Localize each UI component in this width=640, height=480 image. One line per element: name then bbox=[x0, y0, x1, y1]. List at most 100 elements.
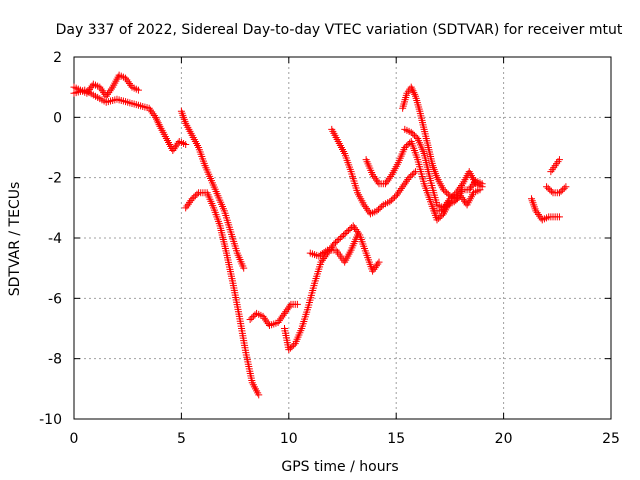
series-track-o bbox=[547, 156, 563, 176]
data-point-marker bbox=[320, 255, 328, 263]
data-point-marker bbox=[193, 190, 201, 198]
data-point-marker bbox=[532, 207, 540, 215]
data-point-marker bbox=[408, 85, 416, 93]
series-track-a bbox=[70, 71, 142, 100]
data-point-marker bbox=[407, 83, 415, 91]
data-point-marker bbox=[361, 203, 369, 211]
data-point-marker bbox=[354, 229, 362, 237]
data-point-marker bbox=[155, 121, 163, 129]
data-point-marker bbox=[435, 214, 443, 222]
data-point-marker bbox=[441, 204, 449, 212]
data-markers bbox=[70, 71, 570, 399]
data-point-marker bbox=[451, 190, 459, 198]
data-point-marker bbox=[183, 202, 191, 210]
data-point-marker bbox=[354, 231, 362, 239]
data-point-marker bbox=[560, 184, 568, 192]
data-point-marker bbox=[370, 265, 378, 273]
data-point-marker bbox=[410, 131, 418, 139]
data-point-marker bbox=[439, 205, 447, 213]
data-point-marker bbox=[407, 172, 415, 180]
data-point-marker bbox=[87, 84, 95, 92]
y-tick-label: -2 bbox=[48, 171, 62, 187]
x-tick-labels: 0 5 10 15 20 25 bbox=[70, 431, 620, 447]
data-point-marker bbox=[400, 181, 408, 189]
data-point-marker bbox=[401, 179, 409, 187]
data-point-marker bbox=[375, 258, 383, 266]
data-point-marker bbox=[559, 186, 567, 194]
data-point-marker bbox=[146, 106, 154, 114]
data-point-marker bbox=[407, 128, 415, 136]
data-point-marker bbox=[457, 182, 465, 190]
data-point-marker bbox=[338, 232, 346, 240]
data-point-marker bbox=[96, 83, 104, 91]
data-point-marker bbox=[278, 313, 286, 321]
data-point-marker bbox=[154, 119, 162, 127]
data-point-marker bbox=[411, 90, 419, 98]
data-point-marker bbox=[340, 231, 348, 239]
data-point-marker bbox=[402, 142, 410, 150]
data-point-marker bbox=[437, 207, 445, 215]
data-point-marker bbox=[372, 176, 380, 184]
data-point-marker bbox=[285, 346, 293, 354]
x-tick-label: 15 bbox=[387, 431, 405, 447]
x-axis-label: GPS time / hours bbox=[281, 459, 398, 475]
data-point-marker bbox=[123, 76, 131, 84]
data-point-marker bbox=[152, 113, 160, 121]
data-point-marker bbox=[279, 311, 287, 319]
data-point-marker bbox=[370, 172, 378, 180]
data-point-marker bbox=[343, 228, 351, 236]
data-point-marker bbox=[409, 87, 417, 95]
data-point-marker bbox=[562, 183, 570, 191]
data-point-marker bbox=[281, 309, 289, 317]
series-track-f bbox=[281, 222, 383, 354]
y-tick-label: -10 bbox=[39, 412, 62, 428]
data-point-marker bbox=[97, 85, 105, 93]
data-point-marker bbox=[249, 312, 257, 320]
data-point-marker bbox=[444, 190, 452, 198]
data-point-marker bbox=[454, 187, 462, 195]
data-point-marker bbox=[443, 189, 451, 197]
data-point-marker bbox=[376, 204, 384, 212]
data-point-marker bbox=[188, 195, 196, 203]
data-point-marker bbox=[341, 229, 349, 237]
data-point-marker bbox=[533, 209, 541, 217]
data-point-marker bbox=[397, 185, 405, 193]
y-tick-labels: -10 -8 -6 -4 -2 0 2 bbox=[39, 50, 62, 428]
data-point-marker bbox=[369, 171, 377, 179]
data-point-marker bbox=[555, 213, 563, 221]
data-point-marker bbox=[286, 302, 294, 310]
series-track-c bbox=[177, 107, 248, 272]
data-point-marker bbox=[452, 189, 460, 197]
data-point-marker bbox=[186, 198, 194, 206]
data-point-marker bbox=[557, 187, 565, 195]
data-point-marker bbox=[384, 176, 392, 184]
data-point-marker bbox=[547, 187, 555, 195]
data-point-marker bbox=[332, 239, 340, 247]
data-point-marker bbox=[385, 174, 393, 182]
data-point-marker bbox=[467, 184, 475, 192]
data-point-marker bbox=[262, 316, 270, 324]
data-point-marker bbox=[401, 144, 409, 151]
data-point-marker bbox=[372, 262, 380, 270]
data-point-marker bbox=[106, 87, 114, 95]
data-point-marker bbox=[374, 260, 382, 268]
data-point-marker bbox=[322, 247, 330, 255]
data-point-marker bbox=[555, 189, 563, 197]
data-point-marker bbox=[344, 226, 352, 234]
data-point-marker bbox=[346, 225, 354, 233]
series-track-j bbox=[399, 83, 486, 203]
x-tick-label: 5 bbox=[177, 431, 186, 447]
data-point-marker bbox=[369, 267, 377, 275]
data-point-marker bbox=[284, 304, 292, 312]
data-point-marker bbox=[360, 201, 368, 209]
y-tick-label: -8 bbox=[48, 352, 62, 368]
data-point-marker bbox=[277, 315, 285, 323]
data-point-marker bbox=[438, 211, 446, 219]
data-point-marker bbox=[351, 224, 359, 232]
data-point-marker bbox=[458, 194, 466, 202]
data-point-marker bbox=[546, 186, 554, 194]
data-point-marker bbox=[335, 236, 343, 244]
x-tick-label: 10 bbox=[280, 431, 298, 447]
data-point-marker bbox=[293, 300, 301, 308]
data-point-marker bbox=[363, 204, 371, 212]
